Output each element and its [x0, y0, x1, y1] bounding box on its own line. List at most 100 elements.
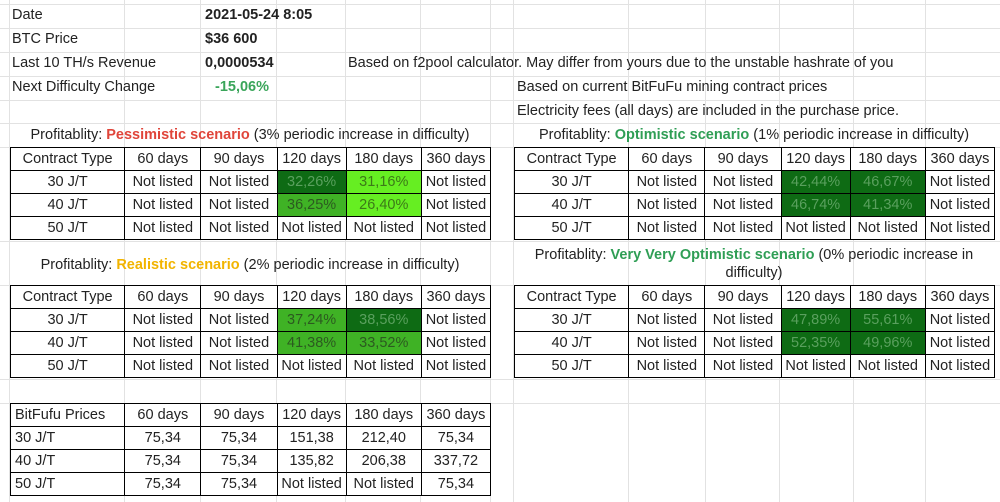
value-cell: 32,26%	[276, 170, 347, 194]
table-row: 30 J/T Not listed Not listed 47,89% 55,61% No…	[513, 308, 996, 332]
value-cell: Not listed	[124, 308, 202, 332]
value-cell: Not listed	[780, 354, 851, 378]
contract-type-cell: 50 J/T	[9, 354, 126, 378]
value-cell: Not listed	[200, 170, 278, 194]
column-header: 360 days	[924, 285, 996, 309]
value-cell: Not listed	[849, 216, 926, 240]
value-cell: Not listed	[420, 354, 492, 378]
value-cell: 75,34	[200, 472, 278, 496]
table-row: 50 J/T Not listed Not listed Not listed Not …	[513, 216, 996, 240]
column-header: 180 days	[345, 285, 422, 309]
value-cell: 337,72	[420, 449, 492, 473]
value-cell: Not listed	[628, 216, 706, 240]
column-header: 360 days	[420, 403, 492, 427]
contract-type-cell: 40 J/T	[9, 331, 126, 355]
value-cell: Not listed	[704, 308, 782, 332]
value-cell: Not listed	[420, 308, 492, 332]
value-cell: 41,34%	[849, 193, 926, 217]
contract-type-cell: 40 J/T	[9, 193, 126, 217]
contract-type-cell: 30 J/T	[9, 170, 126, 194]
value-cell: Not listed	[704, 354, 782, 378]
value-cell: Not listed	[628, 170, 706, 194]
value-cell: 75,34	[200, 449, 278, 473]
column-header: 90 days	[200, 403, 278, 427]
table-row: 40 J/T Not listed Not listed 46,74% 41,34% No…	[513, 193, 996, 217]
value-cell: Not listed	[124, 170, 202, 194]
table-row: 30 J/T 75,34 75,34 151,38 212,40 75,34	[9, 426, 492, 450]
bitfufu-prices-table: BitFufu Prices 60 days 90 days 120 days 180 …	[9, 403, 492, 496]
contract-type-cell: 30 J/T	[9, 426, 126, 450]
column-header: Contract Type	[513, 147, 630, 171]
value-cell: Not listed	[345, 216, 422, 240]
column-header: 90 days	[200, 147, 278, 171]
contract-type-cell: 50 J/T	[9, 216, 126, 240]
value-cell: Not listed	[200, 216, 278, 240]
column-header: 360 days	[420, 285, 492, 309]
value-cell: Not listed	[924, 170, 996, 194]
column-header: 90 days	[704, 147, 782, 171]
value-cell: Not listed	[924, 193, 996, 217]
table-row: 40 J/T 75,34 75,34 135,82 206,38 337,72	[9, 449, 492, 473]
column-header: 60 days	[124, 147, 202, 171]
table-header-row: Contract Type 60 days 90 days 120 days 180 d…	[9, 285, 492, 309]
column-header: 180 days	[849, 285, 926, 309]
column-header: 60 days	[628, 147, 706, 171]
value-cell: 52,35%	[780, 331, 851, 355]
column-header: 120 days	[780, 147, 851, 171]
value-cell: Not listed	[200, 331, 278, 355]
value-cell: Not listed	[924, 354, 996, 378]
table-row: 30 J/T Not listed Not listed 42,44% 46,67% No…	[513, 170, 996, 194]
column-header: Contract Type	[9, 285, 126, 309]
value-cell: Not listed	[704, 170, 782, 194]
table-row: 40 J/T Not listed Not listed 36,25% 26,40% No…	[9, 193, 492, 217]
value-cell: 46,67%	[849, 170, 926, 194]
table-row: 50 J/T Not listed Not listed Not listed Not …	[9, 354, 492, 378]
btc-price-value: $36 600	[205, 31, 258, 47]
very-optimistic-caption: Profitablity: Very Very Optimistic scena…	[534, 247, 974, 281]
value-cell: Not listed	[924, 216, 996, 240]
value-cell: 135,82	[276, 449, 347, 473]
value-cell: 49,96%	[849, 331, 926, 355]
table-header-row: Contract Type 60 days 90 days 120 days 180 d…	[9, 147, 492, 171]
realistic-caption: Profitablity: Realistic scenario (2% per…	[40, 257, 460, 273]
column-header: 180 days	[345, 147, 422, 171]
table-row: 50 J/T 75,34 75,34 Not listed Not listed 75,3…	[9, 472, 492, 496]
value-cell: 37,24%	[276, 308, 347, 332]
value-cell: 55,61%	[849, 308, 926, 332]
contract-type-cell: 50 J/T	[513, 354, 630, 378]
column-header: 120 days	[276, 147, 347, 171]
column-header: Contract Type	[513, 285, 630, 309]
value-cell: Not listed	[628, 308, 706, 332]
value-cell: 75,34	[420, 472, 492, 496]
value-cell: Not listed	[420, 170, 492, 194]
value-cell: Not listed	[924, 308, 996, 332]
column-header: 180 days	[345, 403, 422, 427]
table-row: 30 J/T Not listed Not listed 32,26% 31,16% No…	[9, 170, 492, 194]
value-cell: Not listed	[420, 216, 492, 240]
value-cell: Not listed	[345, 472, 422, 496]
contract-type-cell: 40 J/T	[513, 331, 630, 355]
value-cell: 46,74%	[780, 193, 851, 217]
value-cell: 75,34	[200, 426, 278, 450]
value-cell: Not listed	[704, 331, 782, 355]
column-header: 60 days	[628, 285, 706, 309]
difficulty-value: -15,06%	[215, 79, 270, 95]
pessimistic-table: Contract Type 60 days 90 days 120 days 180 d…	[9, 147, 492, 240]
value-cell: Not listed	[124, 193, 202, 217]
column-header: 120 days	[276, 285, 347, 309]
column-header: 360 days	[924, 147, 996, 171]
value-cell: Not listed	[704, 193, 782, 217]
revenue-label: Last 10 TH/s Revenue	[12, 55, 157, 71]
value-cell: 206,38	[345, 449, 422, 473]
value-cell: 47,89%	[780, 308, 851, 332]
revenue-value: 0,0000534	[205, 55, 274, 71]
optimistic-table: Contract Type 60 days 90 days 120 days 180 d…	[513, 147, 996, 240]
contract-type-cell: 40 J/T	[9, 449, 126, 473]
value-cell: 151,38	[276, 426, 347, 450]
value-cell: Not listed	[276, 216, 347, 240]
value-cell: Not listed	[628, 354, 706, 378]
value-cell: Not listed	[200, 308, 278, 332]
value-cell: 42,44%	[780, 170, 851, 194]
column-header: 90 days	[200, 285, 278, 309]
value-cell: 75,34	[420, 426, 492, 450]
